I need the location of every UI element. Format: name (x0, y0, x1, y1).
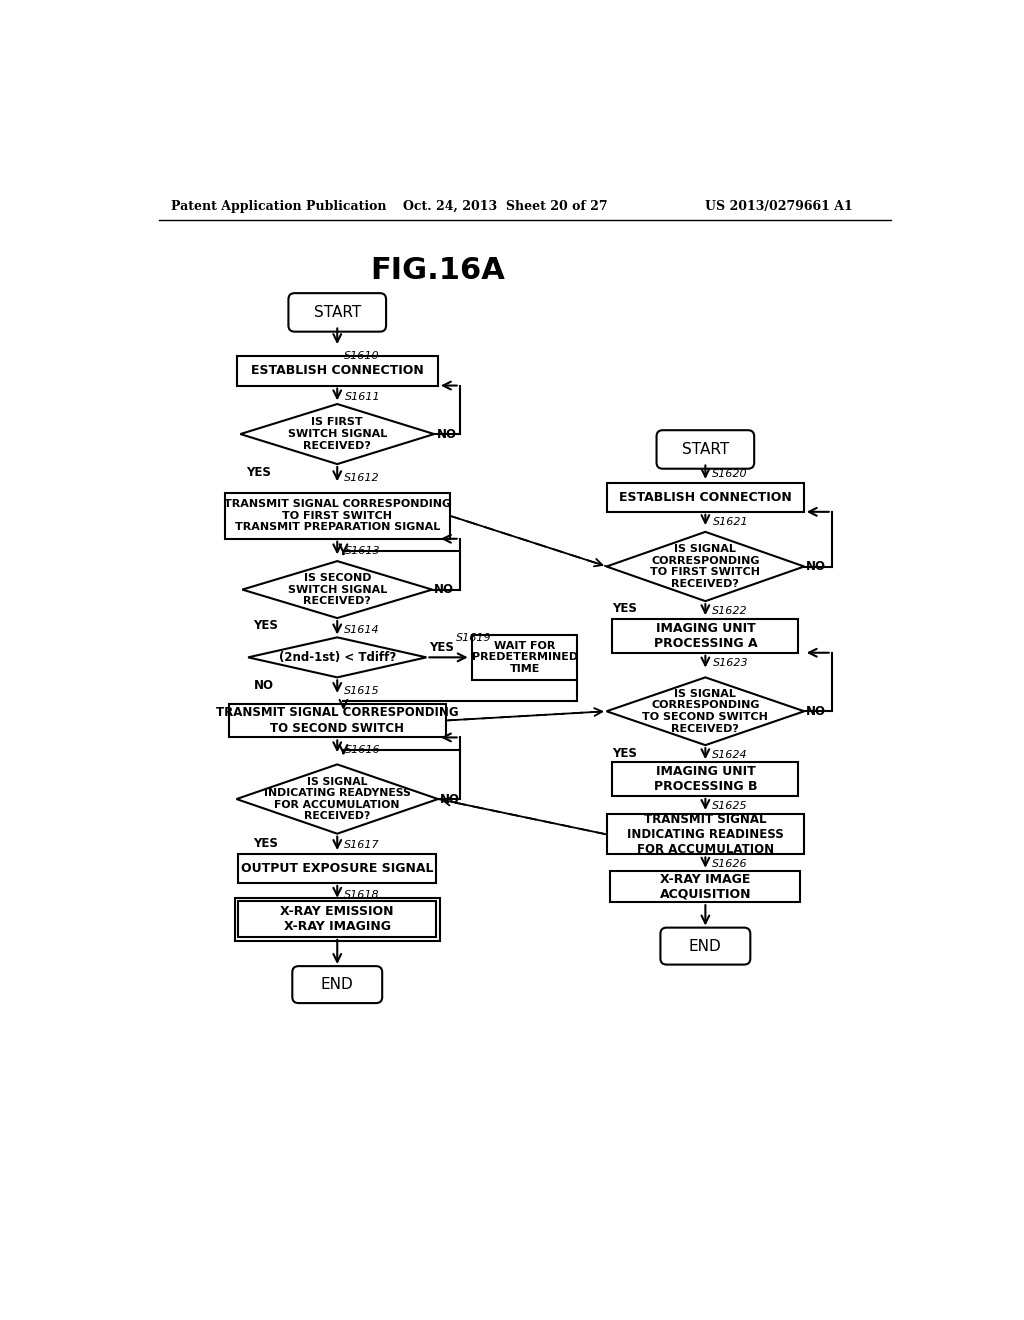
Bar (612, 619, 799, 653)
Text: S1626: S1626 (712, 859, 748, 869)
Text: Oct. 24, 2013  Sheet 20 of 27: Oct. 24, 2013 Sheet 20 of 27 (403, 199, 608, 213)
Text: IS SIGNAL
CORRESPONDING
TO SECOND SWITCH
RECEIVED?: IS SIGNAL CORRESPONDING TO SECOND SWITCH… (642, 689, 768, 734)
Polygon shape (248, 638, 426, 677)
Text: S1621: S1621 (713, 517, 749, 527)
Text: END: END (689, 939, 722, 953)
Text: (2nd-1st) < Tdiff?: (2nd-1st) < Tdiff? (279, 651, 396, 664)
Text: S1622: S1622 (712, 606, 748, 616)
Bar (239, 902, 436, 937)
Text: NO: NO (806, 705, 826, 718)
Text: S1613: S1613 (345, 546, 381, 556)
Text: YES: YES (429, 640, 454, 653)
Text: S1616: S1616 (345, 744, 381, 755)
Text: NO: NO (434, 583, 454, 597)
Bar (610, 871, 801, 903)
Text: X-RAY EMISSION
X-RAY IMAGING: X-RAY EMISSION X-RAY IMAGING (281, 906, 394, 933)
Text: S1610: S1610 (343, 351, 379, 362)
Text: ESTABLISH CONNECTION: ESTABLISH CONNECTION (251, 364, 424, 378)
Text: END: END (321, 977, 353, 993)
Text: OUTPUT EXPOSURE SIGNAL: OUTPUT EXPOSURE SIGNAL (241, 862, 433, 875)
Polygon shape (606, 532, 804, 601)
Text: NO: NO (440, 792, 461, 805)
FancyBboxPatch shape (660, 928, 751, 965)
Polygon shape (241, 404, 434, 465)
Text: S1619: S1619 (456, 634, 492, 643)
Text: US 2013/0279661 A1: US 2013/0279661 A1 (706, 199, 853, 213)
Text: NO: NO (436, 428, 457, 441)
Bar (606, 814, 804, 854)
Text: NO: NO (254, 680, 273, 693)
Text: S1623: S1623 (713, 657, 749, 668)
Text: Patent Application Publication: Patent Application Publication (171, 199, 386, 213)
Text: NO: NO (806, 560, 826, 573)
Text: YES: YES (254, 837, 279, 850)
Text: ESTABLISH CONNECTION: ESTABLISH CONNECTION (618, 491, 792, 504)
Text: YES: YES (246, 466, 270, 479)
Bar (472, 635, 578, 680)
Text: YES: YES (612, 747, 637, 760)
Bar (606, 483, 804, 512)
Bar (225, 492, 450, 539)
Text: S1611: S1611 (345, 392, 381, 403)
Bar (234, 898, 440, 941)
Bar (228, 704, 445, 738)
Text: TRANSMIT SIGNAL
INDICATING READINESS
FOR ACCUMULATION: TRANSMIT SIGNAL INDICATING READINESS FOR… (627, 813, 783, 855)
Text: WAIT FOR
PREDETERMINED
TIME: WAIT FOR PREDETERMINED TIME (472, 640, 578, 675)
Bar (237, 356, 438, 385)
Bar (612, 762, 799, 796)
Text: S1618: S1618 (343, 890, 379, 899)
Text: IMAGING UNIT
PROCESSING A: IMAGING UNIT PROCESSING A (653, 622, 757, 649)
Text: TRANSMIT SIGNAL CORRESPONDING
TO FIRST SWITCH
TRANSMIT PREPARATION SIGNAL: TRANSMIT SIGNAL CORRESPONDING TO FIRST S… (223, 499, 451, 532)
Polygon shape (243, 561, 432, 618)
Text: S1617: S1617 (343, 841, 379, 850)
Polygon shape (237, 764, 438, 834)
Text: IS SIGNAL
CORRESPONDING
TO FIRST SWITCH
RECEIVED?: IS SIGNAL CORRESPONDING TO FIRST SWITCH … (650, 544, 761, 589)
Text: S1615: S1615 (343, 686, 379, 696)
Polygon shape (606, 677, 804, 744)
Text: IS FIRST
SWITCH SIGNAL
RECEIVED?: IS FIRST SWITCH SIGNAL RECEIVED? (288, 417, 387, 450)
Text: S1620: S1620 (712, 469, 748, 479)
Text: YES: YES (612, 602, 637, 615)
Bar (239, 854, 436, 883)
Text: IMAGING UNIT
PROCESSING B: IMAGING UNIT PROCESSING B (653, 766, 757, 793)
Text: S1614: S1614 (343, 624, 379, 635)
FancyBboxPatch shape (656, 430, 755, 469)
Text: X-RAY IMAGE
ACQUISITION: X-RAY IMAGE ACQUISITION (659, 873, 752, 900)
Text: TRANSMIT SIGNAL CORRESPONDING
TO SECOND SWITCH: TRANSMIT SIGNAL CORRESPONDING TO SECOND … (216, 706, 459, 734)
Text: START: START (313, 305, 360, 319)
Text: S1625: S1625 (712, 801, 748, 810)
Text: FIG.16A: FIG.16A (371, 256, 506, 285)
Text: START: START (682, 442, 729, 457)
Text: IS SIGNAL
INDICATING READYNESS
FOR ACCUMULATION
RECEIVED?: IS SIGNAL INDICATING READYNESS FOR ACCUM… (264, 776, 411, 821)
Text: S1624: S1624 (712, 750, 748, 760)
Text: S1612: S1612 (343, 473, 379, 483)
FancyBboxPatch shape (289, 293, 386, 331)
FancyBboxPatch shape (292, 966, 382, 1003)
Text: IS SECOND
SWITCH SIGNAL
RECEIVED?: IS SECOND SWITCH SIGNAL RECEIVED? (288, 573, 387, 606)
Text: YES: YES (254, 619, 279, 632)
